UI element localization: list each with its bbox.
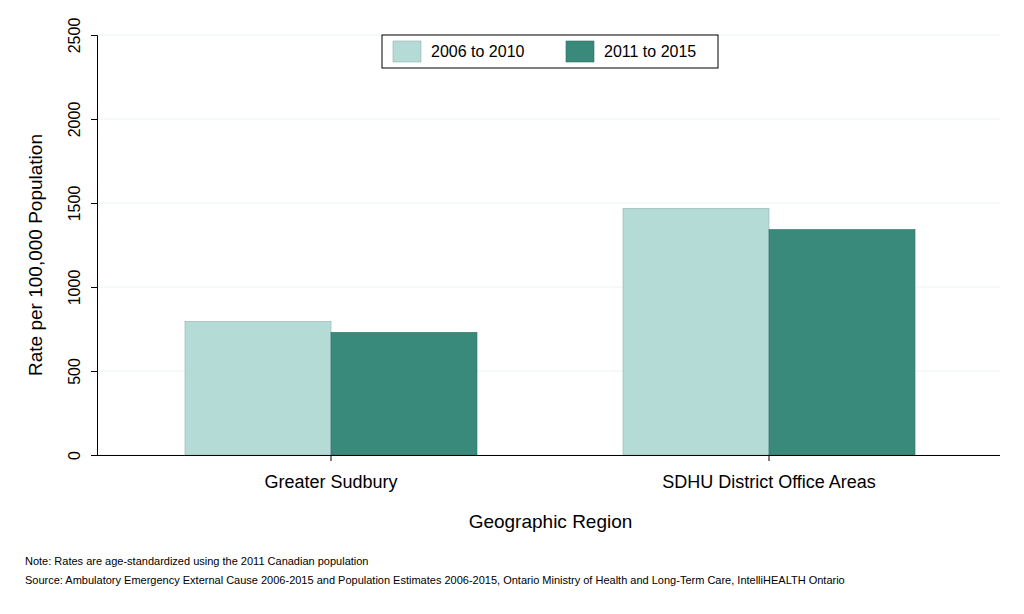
x-tick-mark	[769, 455, 770, 461]
x-tick: SDHU District Office Areas	[662, 455, 876, 492]
y-tick: 1000	[66, 270, 97, 306]
y-tick-label: 2000	[66, 102, 83, 138]
legend-swatch	[393, 41, 421, 62]
legend-swatch	[566, 41, 594, 62]
bar	[331, 332, 477, 455]
annotation: Source: Ambulatory Emergency External Ca…	[25, 574, 845, 586]
legend-box	[382, 35, 718, 68]
y-tick-mark	[91, 287, 97, 288]
y-tick-mark	[91, 371, 97, 372]
bar	[769, 230, 915, 455]
bar	[623, 208, 769, 455]
y-tick-label: 0	[66, 451, 83, 460]
bars	[185, 208, 915, 455]
y-tick: 0	[66, 451, 97, 460]
bar	[185, 321, 331, 455]
y-tick-mark	[91, 203, 97, 204]
y-axis-title: Rate per 100,000 Population	[25, 134, 46, 376]
legend: 2006 to 2010 2011 to 2015	[382, 35, 718, 68]
y-tick-label: 1500	[66, 186, 83, 222]
legend-label: 2006 to 2010	[431, 43, 525, 60]
x-axis-line	[97, 455, 1000, 456]
y-tick: 1500	[66, 186, 97, 222]
x-axis-title: Geographic Region	[469, 511, 633, 532]
grid-line	[97, 119, 1000, 120]
chart: 0 500 1000 1500 2000 2500 Greater Sudbury SDHU …	[0, 0, 1024, 614]
y-tick-mark	[91, 455, 97, 456]
y-tick: 2500	[66, 18, 97, 54]
grid-line	[97, 203, 1000, 204]
y-tick: 500	[66, 358, 97, 385]
x-tick: Greater Sudbury	[264, 455, 397, 492]
y-tick-label: 500	[66, 358, 83, 385]
y-axis: 0 500 1000 1500 2000 2500	[66, 18, 98, 460]
x-tick-mark	[331, 455, 332, 461]
x-tick-label: SDHU District Office Areas	[662, 472, 876, 492]
x-tick-label: Greater Sudbury	[264, 472, 397, 492]
y-tick-mark	[91, 35, 97, 36]
x-axis: Greater Sudbury SDHU District Office Area…	[97, 455, 1000, 492]
y-tick-mark	[91, 119, 97, 120]
y-tick-label: 2500	[66, 18, 83, 54]
y-axis-line	[91, 36, 98, 456]
annotation: Note: Rates are age-standardized using t…	[25, 555, 368, 567]
legend-label: 2011 to 2015	[604, 43, 696, 60]
grid	[97, 35, 1000, 455]
y-tick-label: 1000	[66, 270, 83, 306]
y-tick: 2000	[66, 102, 97, 138]
